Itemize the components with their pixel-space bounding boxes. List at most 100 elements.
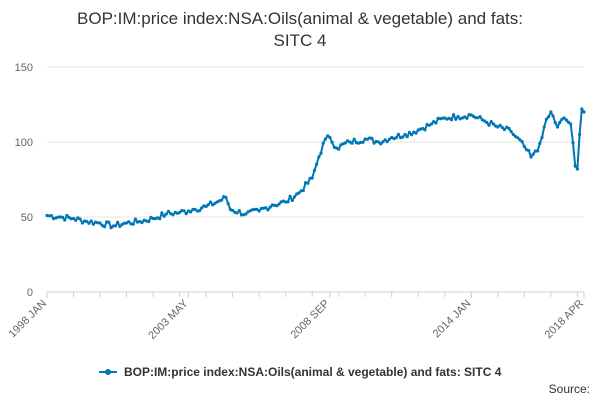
chart-title: BOP:IM:price index:NSA:Oils(animal & veg… [10,8,590,52]
data-point [56,215,60,219]
data-point [372,141,376,145]
data-point [80,221,84,225]
data-point [540,135,544,140]
data-point [158,217,162,221]
data-point [286,200,290,204]
data-point [569,122,573,126]
data-point [403,132,407,137]
data-point [555,125,560,129]
data-point [370,136,374,140]
data-point [184,212,188,216]
data-point [189,210,193,214]
data-point [275,204,279,208]
data-point [85,219,89,224]
data-point [60,215,65,219]
data-point [478,115,482,119]
x-tick-label: 2008 SEP [288,298,332,342]
data-point [538,141,542,145]
data-point [116,220,120,224]
data-point [220,198,224,202]
data-point [257,209,261,213]
data-point [224,195,228,200]
data-point [268,205,272,209]
data-point [558,120,562,125]
data-point [133,217,137,221]
data-point [549,110,553,114]
data-point [491,122,495,126]
data-point [306,181,310,185]
x-tick-label: 2018 APR [543,298,587,342]
data-point [98,221,102,225]
data-point [91,222,95,226]
data-point [65,213,69,218]
data-point [396,132,400,136]
data-point [321,141,325,145]
data-point [244,212,248,216]
data-point [131,222,135,226]
data-point [383,138,387,142]
data-point [516,136,520,140]
data-point [544,117,549,121]
data-point [226,202,230,206]
data-point [533,149,538,153]
data-point [78,217,82,221]
data-point [387,137,392,141]
data-point [343,141,347,145]
data-point [140,221,144,225]
legend[interactable]: BOP:IM:price index:NSA:Oils(animal & veg… [0,364,600,379]
data-point [266,208,270,212]
data-point [200,206,204,210]
source-label: Source: [548,382,590,396]
data-point [109,226,113,230]
legend-series-marker [98,367,117,377]
data-point [376,140,381,144]
data-point [337,147,341,151]
x-tick-label: 1998 JAN [6,298,49,341]
data-point [566,120,571,124]
data-point [518,138,522,142]
data-point [571,141,575,145]
data-point [182,209,186,213]
data-point [456,114,460,119]
data-point [122,221,126,225]
data-point [204,204,208,209]
data-point [63,218,67,222]
data-point [49,214,54,218]
data-point [522,144,526,149]
data-point [71,216,76,221]
data-point [107,220,111,224]
chart-title-text: BOP:IM:price index:NSA:Oils(animal & veg… [77,9,523,50]
data-point [171,213,175,217]
data-point [381,140,385,144]
data-point [208,200,213,204]
data-point [414,131,418,135]
data-point [487,123,491,127]
data-point [301,188,305,193]
data-point [385,140,389,144]
data-point [235,211,239,215]
data-point [511,132,515,137]
data-point [529,155,533,159]
data-point [423,128,427,132]
data-point [231,208,235,213]
data-point [582,110,586,114]
data-point [498,123,502,127]
data-point [317,155,321,159]
data-point [290,198,294,203]
data-point [237,209,241,213]
data-point [547,115,551,119]
data-point [562,116,566,120]
data-point [352,137,356,141]
data-point [580,107,584,111]
y-tick-label: 0 [27,287,33,299]
data-point [405,135,409,139]
data-point [326,134,330,138]
data-point [553,121,557,125]
y-tick-label: 50 [21,212,33,224]
data-point [118,224,122,228]
data-point [465,116,469,120]
data-point [509,129,513,134]
data-point [197,209,202,213]
